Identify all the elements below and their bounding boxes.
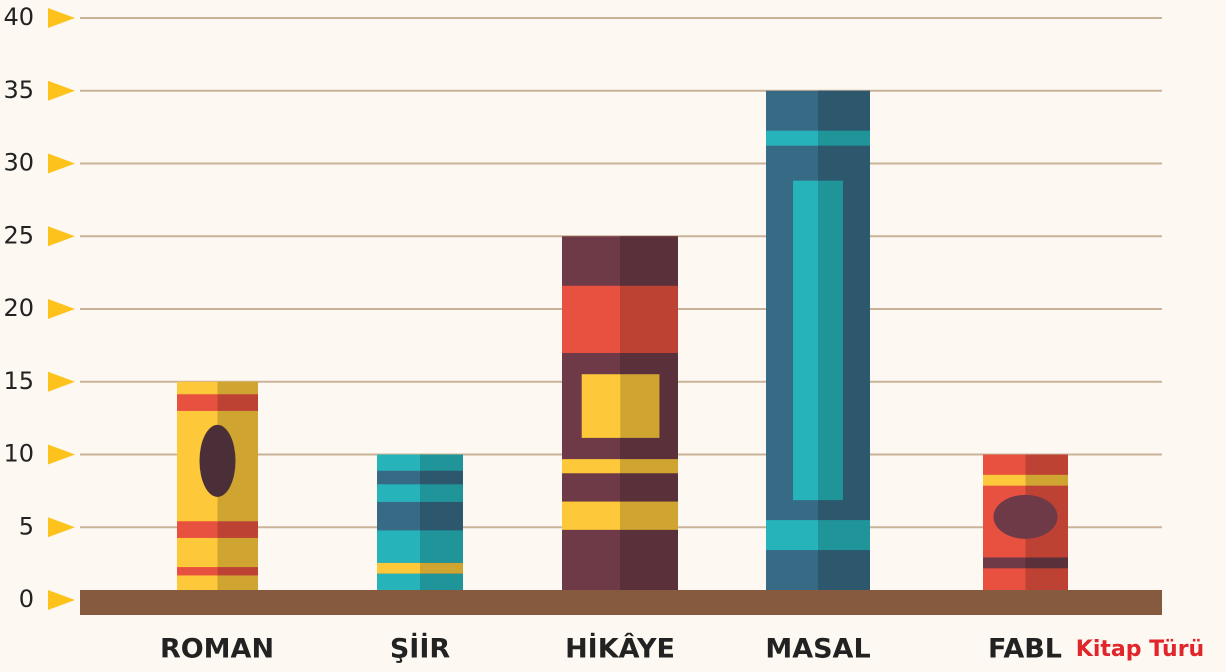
- bar-decoration: [177, 521, 218, 538]
- bar-decoration: [218, 567, 259, 575]
- bar-decoration: [983, 475, 1026, 486]
- y-tick-label: 10: [3, 440, 34, 468]
- bar-decoration: [818, 131, 870, 146]
- x-tick-label: ROMAN: [160, 634, 274, 665]
- bar-decoration: [562, 459, 620, 473]
- bar-decoration: [420, 563, 463, 574]
- x-tick-label: FABL: [988, 634, 1062, 665]
- bar-decoration: [818, 520, 870, 550]
- bar-decoration: [562, 502, 620, 530]
- y-tick-label: 30: [3, 149, 34, 177]
- bar-decoration: [582, 374, 621, 438]
- bar-decoration: [218, 521, 259, 538]
- bar-decoration: [377, 574, 420, 590]
- bar-decoration: [620, 459, 678, 473]
- bar-decoration: [1026, 475, 1069, 486]
- bar-decoration: [620, 286, 678, 353]
- bar-decoration: [200, 425, 236, 497]
- bar-decoration: [983, 557, 1026, 568]
- bar-decoration: [177, 394, 218, 411]
- y-tick-label: 40: [3, 3, 34, 31]
- bar-decoration: [621, 374, 660, 438]
- y-tick-label: 5: [19, 512, 34, 540]
- y-tick-label: 15: [3, 367, 34, 395]
- y-tick-label: 25: [3, 221, 34, 249]
- bar-decoration: [377, 530, 420, 563]
- y-tick-label: 20: [3, 294, 34, 322]
- bar-decoration: [818, 181, 843, 501]
- bar-decoration: [766, 520, 818, 550]
- bar-decoration: [1026, 557, 1069, 568]
- bar-decoration: [177, 567, 218, 575]
- bar-decoration: [420, 574, 463, 590]
- bar-decoration: [218, 394, 259, 411]
- y-tick-label: 35: [3, 76, 34, 104]
- bar-decoration: [420, 455, 463, 471]
- bar-decoration: [377, 563, 420, 574]
- bar-decoration: [377, 484, 420, 502]
- x-tick-label: ŞİİR: [390, 633, 451, 665]
- bar-decoration: [377, 455, 420, 471]
- x-axis-label: Kitap Türü: [1076, 637, 1204, 662]
- chart: Kitap Türü 0 5 10 15 20 25 30 35 40 ROMAN ŞİİR HİKÂ…: [0, 0, 1226, 672]
- bar-decoration: [766, 131, 818, 146]
- shelf: [80, 590, 1162, 615]
- y-tick-label: 0: [19, 585, 34, 613]
- bar-decoration: [994, 495, 1058, 539]
- bar-decoration: [420, 484, 463, 502]
- bar-decoration: [793, 181, 818, 501]
- bar-decoration: [420, 530, 463, 563]
- x-tick-label: HİKÂYE: [565, 633, 675, 665]
- x-tick-label: MASAL: [765, 634, 870, 665]
- bar-decoration: [620, 502, 678, 530]
- bar-decoration: [562, 286, 620, 353]
